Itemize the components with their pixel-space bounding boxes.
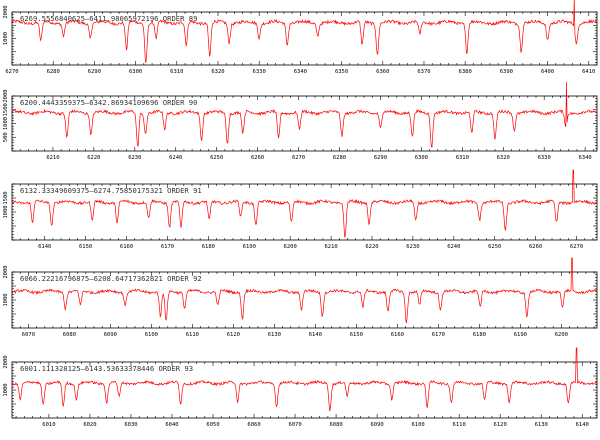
x-tick-label: 6130 (535, 422, 548, 428)
panel-title: 6200.4443359375–6342.86934109696 ORDER 9… (20, 98, 197, 107)
spectrum-panel-3: 6140 6150 6160 6170 6180 6190 6200 6210 6220 6230… (3, 169, 598, 250)
x-tick-label: 6240 (169, 155, 182, 161)
x-tick-label: 6120 (227, 332, 240, 338)
x-tick-label: 6130 (268, 332, 281, 338)
y-tick-label: 500 (3, 132, 9, 142)
x-tick-label: 6030 (124, 422, 137, 428)
y-tick-label: 2000 (3, 5, 9, 18)
x-tick-label: 6340 (579, 155, 592, 161)
spectrum-trace (11, 0, 598, 63)
x-tick-label: 6320 (211, 69, 224, 75)
y-tick-label: 1000 (3, 205, 9, 218)
x-tick-label: 6280 (333, 155, 346, 161)
x-tick-label: 6140 (576, 422, 589, 428)
panel-title: 6066.22216796875–6208.64717362821 ORDER … (20, 274, 202, 283)
x-tick-label: 6110 (453, 422, 466, 428)
y-tick-label: 1000 (3, 117, 9, 130)
x-tick-label: 6340 (294, 69, 307, 75)
x-tick-label: 6270 (5, 69, 18, 75)
spectrum-panel-2: 6210 6220 6230 6240 6250 6260 6270 6280 6290 6300… (3, 81, 598, 161)
x-tick-label: 6220 (87, 155, 100, 161)
y-tick-label: 2000 (3, 355, 9, 368)
x-tick-label: 6100 (145, 332, 158, 338)
x-tick-label: 6070 (288, 422, 301, 428)
x-tick-label: 6190 (514, 332, 527, 338)
x-tick-label: 6410 (582, 69, 595, 75)
y-tick-label: 1000 (3, 32, 9, 45)
x-tick-label: 6010 (42, 422, 55, 428)
x-tick-label: 6310 (456, 155, 469, 161)
x-tick-label: 6250 (210, 155, 223, 161)
x-tick-label: 6070 (22, 332, 35, 338)
x-tick-label: 6270 (292, 155, 305, 161)
x-tick-label: 6280 (47, 69, 60, 75)
x-tick-label: 6390 (500, 69, 513, 75)
x-tick-label: 6090 (104, 332, 117, 338)
x-tick-label: 6230 (406, 244, 419, 250)
x-tick-label: 6020 (83, 422, 96, 428)
x-tick-label: 6360 (376, 69, 389, 75)
x-tick-label: 6250 (488, 244, 501, 250)
x-tick-label: 6180 (202, 244, 215, 250)
x-tick-label: 6380 (459, 69, 472, 75)
x-tick-label: 6200 (284, 244, 297, 250)
x-tick-label: 6080 (329, 422, 342, 428)
x-tick-label: 6170 (161, 244, 174, 250)
x-tick-label: 6260 (529, 244, 542, 250)
x-tick-label: 6060 (247, 422, 260, 428)
x-tick-label: 6240 (447, 244, 460, 250)
x-tick-label: 6210 (324, 244, 337, 250)
x-tick-label: 6180 (473, 332, 486, 338)
spectrum-panel-4: 6070 6080 6090 6100 6110 6120 6130 6140 6150 6160… (3, 257, 598, 338)
spectrum-trace (11, 169, 598, 238)
x-tick-label: 6310 (170, 69, 183, 75)
x-tick-label: 6140 (38, 244, 51, 250)
x-tick-label: 6090 (370, 422, 383, 428)
spectrum-trace (11, 347, 598, 412)
x-tick-label: 6190 (243, 244, 256, 250)
x-tick-label: 6150 (350, 332, 363, 338)
y-tick-label: 2000 (3, 89, 9, 102)
y-tick-label: 1500 (3, 103, 9, 116)
x-tick-label: 6330 (253, 69, 266, 75)
x-tick-label: 6300 (129, 69, 142, 75)
y-tick-label: 1000 (3, 293, 9, 306)
x-tick-label: 6260 (251, 155, 264, 161)
y-tick-label: 1500 (3, 191, 9, 204)
x-tick-label: 6400 (541, 69, 554, 75)
spectrum-trace (11, 81, 598, 148)
panel-title: 6132.33349609375–6274.75850175321 ORDER … (20, 186, 202, 195)
x-tick-label: 6300 (415, 155, 428, 161)
x-tick-label: 6100 (412, 422, 425, 428)
panel-title: 6269.5556840625–6411.98065972196 ORDER 8… (20, 14, 197, 23)
x-tick-label: 6200 (555, 332, 568, 338)
y-tick-label: 2000 (3, 265, 9, 278)
x-tick-label: 6350 (335, 69, 348, 75)
x-tick-label: 6290 (88, 69, 101, 75)
y-tick-label: 1000 (3, 383, 9, 396)
x-tick-label: 6370 (417, 69, 430, 75)
x-tick-label: 6230 (128, 155, 141, 161)
x-tick-label: 6160 (120, 244, 133, 250)
x-tick-label: 6160 (391, 332, 404, 338)
spectrum-panel-1: 6270 6280 6290 6300 6310 6320 6330 6340 6350 6360… (3, 0, 598, 75)
x-tick-label: 6080 (63, 332, 76, 338)
panel-title: 6001.111328125–6143.53633378446 ORDER 93 (20, 364, 193, 373)
x-tick-label: 6210 (46, 155, 59, 161)
x-tick-label: 6120 (494, 422, 507, 428)
x-tick-label: 6040 (165, 422, 178, 428)
spectrum-trace (11, 257, 598, 324)
x-tick-label: 6330 (538, 155, 551, 161)
x-tick-label: 6320 (497, 155, 510, 161)
x-tick-label: 6050 (206, 422, 219, 428)
x-tick-label: 6290 (374, 155, 387, 161)
x-tick-label: 6110 (186, 332, 199, 338)
x-tick-label: 6170 (432, 332, 445, 338)
x-tick-label: 6270 (570, 244, 583, 250)
x-tick-label: 6140 (309, 332, 322, 338)
x-tick-label: 6220 (365, 244, 378, 250)
x-tick-label: 6150 (79, 244, 92, 250)
spectrum-panel-5: 6010 6020 6030 6040 6050 6060 6070 6080 6090 6100… (3, 347, 598, 428)
